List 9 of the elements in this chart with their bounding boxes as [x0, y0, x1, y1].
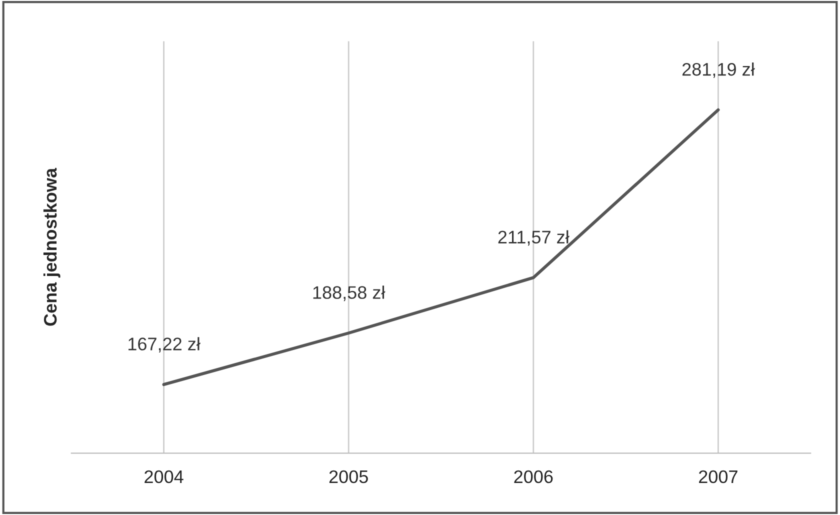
x-tick-label: 2004: [144, 470, 184, 484]
data-label: 281,19 zł: [682, 62, 755, 78]
y-axis-title: Cena jednostkowa: [43, 168, 60, 326]
x-tick-label: 2006: [514, 470, 553, 484]
data-label: 188,58 zł: [313, 286, 386, 302]
data-label: 167,22 zł: [128, 337, 200, 353]
x-tick-label: 2007: [699, 470, 738, 484]
x-tick-label: 2005: [329, 470, 368, 484]
data-label: 211,57 zł: [498, 230, 570, 246]
